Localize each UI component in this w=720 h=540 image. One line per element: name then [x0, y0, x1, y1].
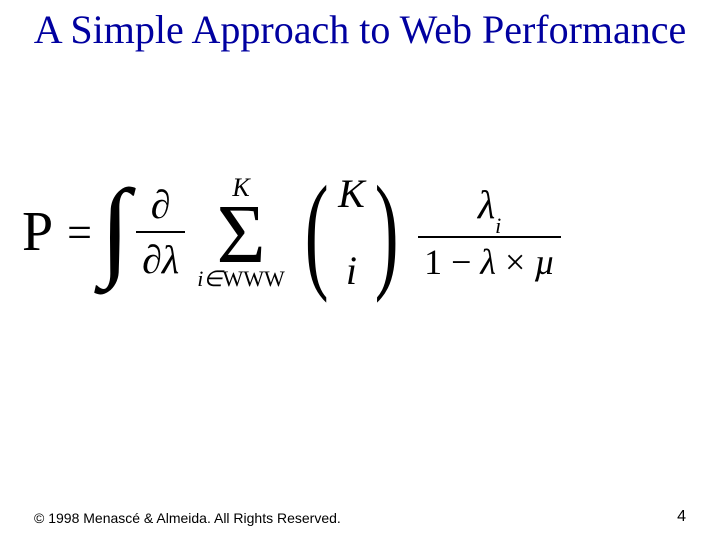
binom-column: K i: [338, 170, 365, 294]
frac1-den-lambda: λ: [162, 237, 179, 282]
binom-bottom: i: [346, 247, 357, 294]
slide-title: A Simple Approach to Web Performance: [0, 8, 720, 51]
slide: A Simple Approach to Web Performance P =…: [0, 0, 720, 540]
frac2-den-mu: µ: [534, 242, 555, 282]
binom-left-paren: (: [305, 187, 329, 278]
equals-sign: =: [67, 207, 92, 258]
equation-lhs: P: [22, 200, 53, 264]
partial-fraction: ∂ ∂λ: [136, 181, 185, 283]
page-number: 4: [677, 508, 686, 526]
sum-lower-in: ∈: [203, 266, 222, 291]
summation: K Σ i∈WWW: [197, 173, 285, 292]
binomial: ( K i ): [295, 170, 408, 294]
integral-symbol: ∫: [100, 190, 130, 267]
frac1-denominator: ∂λ: [136, 233, 185, 283]
sum-lower: i∈WWW: [197, 266, 285, 292]
equation-row: P = ∫ ∂ ∂λ K Σ i∈WWW ( K: [22, 170, 698, 294]
binom-top: K: [338, 170, 365, 217]
equation: P = ∫ ∂ ∂λ K Σ i∈WWW ( K: [22, 170, 698, 294]
sum-symbol: Σ: [217, 203, 266, 266]
lambda-fraction: λi 1 − λ × µ: [418, 181, 561, 283]
frac2-den-one: 1: [424, 242, 442, 282]
binom-right-paren: ): [375, 187, 399, 278]
frac2-den-minus: −: [451, 242, 471, 282]
frac2-denominator: 1 − λ × µ: [418, 238, 561, 283]
frac2-num-lambda: λ: [478, 182, 495, 227]
frac1-den-partial: ∂: [142, 237, 162, 282]
sum-lower-www: WWW: [223, 266, 285, 291]
frac1-numerator: ∂: [145, 181, 177, 231]
frac2-den-lambda: λ: [480, 242, 496, 282]
frac2-den-times: ×: [505, 242, 525, 282]
footer-copyright: © 1998 Menascé & Almeida. All Rights Res…: [34, 510, 341, 526]
frac2-numerator: λi: [472, 181, 507, 236]
frac2-num-sub: i: [495, 213, 501, 238]
